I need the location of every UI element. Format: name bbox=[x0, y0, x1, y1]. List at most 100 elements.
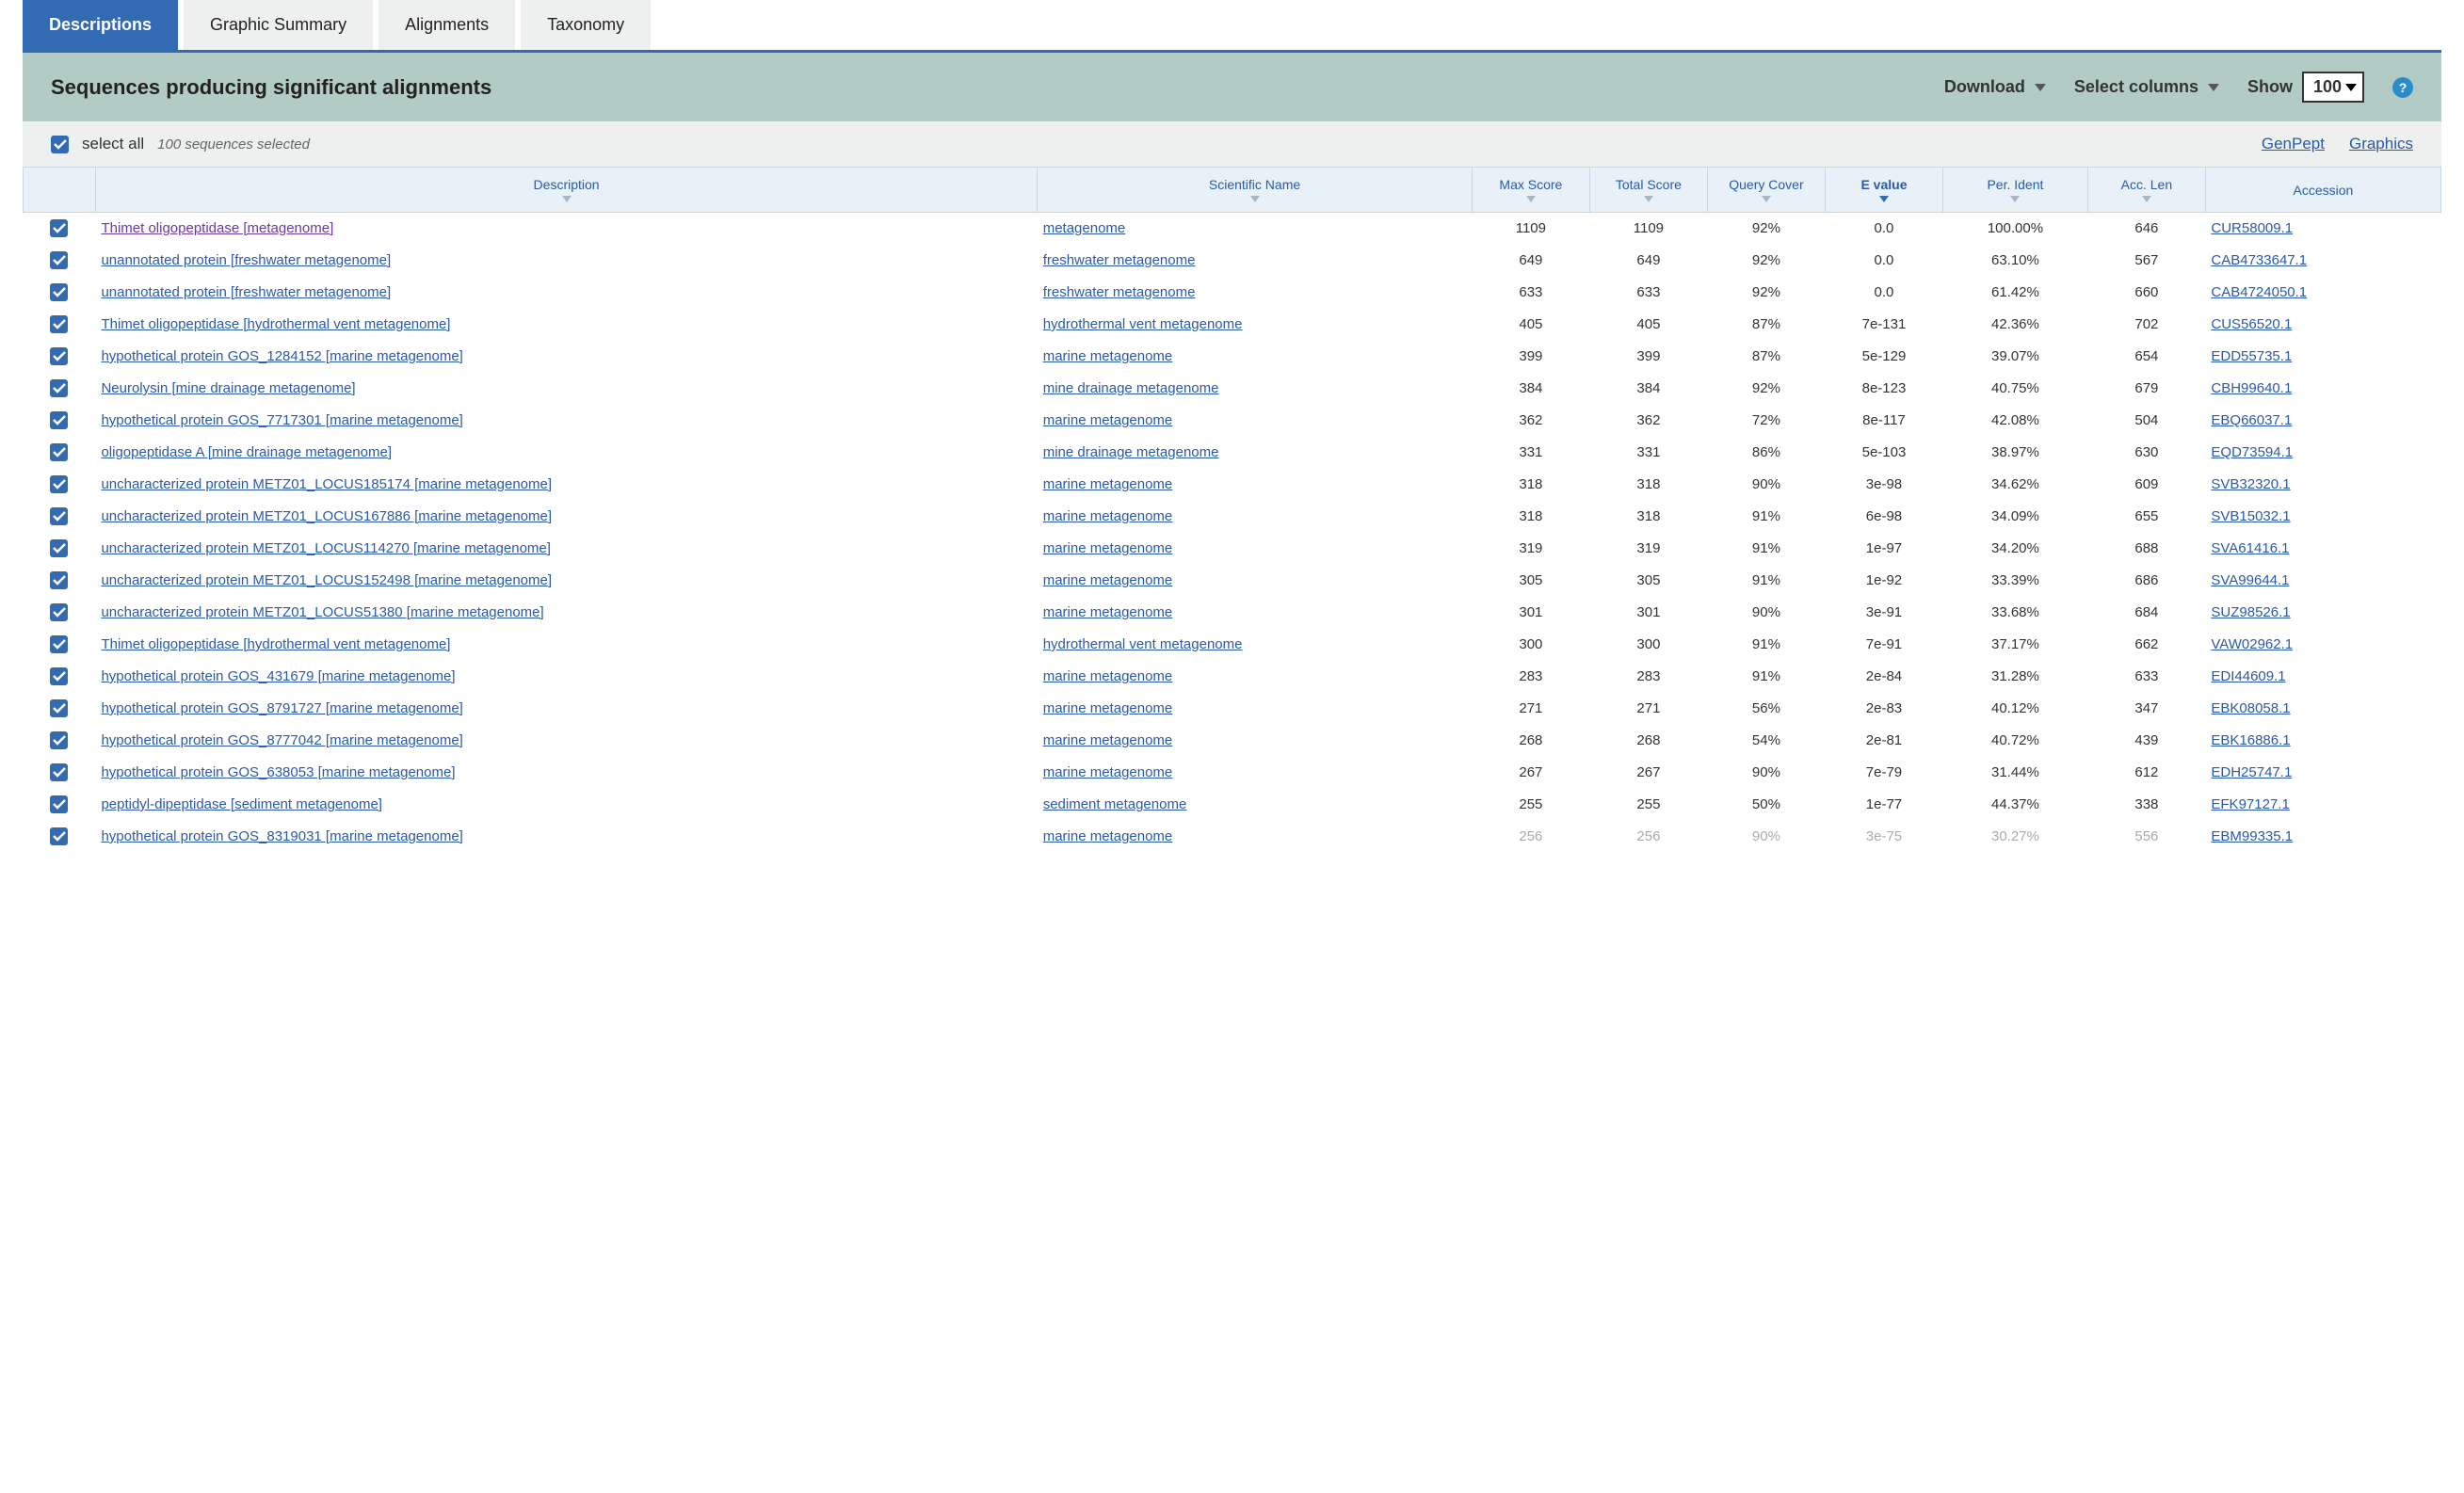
accession-link[interactable]: CAB4724050.1 bbox=[2211, 284, 2307, 300]
accession-link[interactable]: SVB32320.1 bbox=[2211, 476, 2290, 492]
row-checkbox[interactable] bbox=[50, 347, 68, 365]
accession-link[interactable]: CBH99640.1 bbox=[2211, 380, 2292, 396]
row-checkbox[interactable] bbox=[50, 539, 68, 557]
description-link[interactable]: hypothetical protein GOS_7717301 [marine… bbox=[101, 412, 462, 428]
accession-link[interactable]: EFK97127.1 bbox=[2211, 796, 2289, 812]
col-description[interactable]: Description bbox=[95, 168, 1037, 213]
description-link[interactable]: hypothetical protein GOS_8777042 [marine… bbox=[101, 732, 462, 748]
scientific-name-link[interactable]: marine metagenome bbox=[1043, 700, 1173, 716]
accession-link[interactable]: VAW02962.1 bbox=[2211, 636, 2293, 652]
row-checkbox[interactable] bbox=[50, 763, 68, 781]
accession-link[interactable]: SUZ98526.1 bbox=[2211, 604, 2290, 620]
help-icon[interactable]: ? bbox=[2392, 77, 2413, 98]
scientific-name-link[interactable]: freshwater metagenome bbox=[1043, 252, 1196, 268]
description-link[interactable]: hypothetical protein GOS_8319031 [marine… bbox=[101, 828, 462, 844]
scientific-name-link[interactable]: mine drainage metagenome bbox=[1043, 444, 1219, 460]
row-checkbox[interactable] bbox=[50, 731, 68, 749]
col-total-score[interactable]: Total Score bbox=[1589, 168, 1707, 213]
col-query-cover[interactable]: Query Cover bbox=[1707, 168, 1825, 213]
accession-link[interactable]: SVB15032.1 bbox=[2211, 508, 2290, 524]
scientific-name-link[interactable]: marine metagenome bbox=[1043, 348, 1173, 364]
description-link[interactable]: Neurolysin [mine drainage metagenome] bbox=[101, 380, 355, 396]
accession-link[interactable]: EDD55735.1 bbox=[2211, 348, 2292, 364]
accession-link[interactable]: SVA99644.1 bbox=[2211, 572, 2289, 588]
description-link[interactable]: uncharacterized protein METZ01_LOCUS1851… bbox=[101, 476, 552, 492]
scientific-name-link[interactable]: hydrothermal vent metagenome bbox=[1043, 636, 1243, 652]
select-columns-dropdown[interactable]: Select columns bbox=[2074, 77, 2219, 97]
accession-link[interactable]: EBQ66037.1 bbox=[2211, 412, 2292, 428]
tab-taxonomy[interactable]: Taxonomy bbox=[521, 0, 651, 50]
row-checkbox[interactable] bbox=[50, 571, 68, 589]
scientific-name-link[interactable]: marine metagenome bbox=[1043, 604, 1173, 620]
col-per-ident[interactable]: Per. Ident bbox=[1942, 168, 2087, 213]
description-link[interactable]: hypothetical protein GOS_1284152 [marine… bbox=[101, 348, 462, 364]
row-checkbox[interactable] bbox=[50, 667, 68, 685]
accession-link[interactable]: CUR58009.1 bbox=[2211, 220, 2293, 236]
row-checkbox[interactable] bbox=[50, 283, 68, 301]
description-link[interactable]: oligopeptidase A [mine drainage metageno… bbox=[101, 444, 392, 460]
row-checkbox[interactable] bbox=[50, 795, 68, 813]
scientific-name-link[interactable]: marine metagenome bbox=[1043, 668, 1173, 684]
accession-link[interactable]: EBK08058.1 bbox=[2211, 700, 2290, 716]
scientific-name-link[interactable]: marine metagenome bbox=[1043, 540, 1173, 556]
scientific-name-link[interactable]: hydrothermal vent metagenome bbox=[1043, 316, 1243, 332]
scientific-name-link[interactable]: marine metagenome bbox=[1043, 572, 1173, 588]
accession-link[interactable]: CAB4733647.1 bbox=[2211, 252, 2307, 268]
description-link[interactable]: hypothetical protein GOS_431679 [marine … bbox=[101, 668, 455, 684]
description-link[interactable]: uncharacterized protein METZ01_LOCUS1524… bbox=[101, 572, 552, 588]
select-all-checkbox[interactable] bbox=[51, 136, 69, 153]
description-link[interactable]: hypothetical protein GOS_638053 [marine … bbox=[101, 764, 455, 780]
col-scientific-name[interactable]: Scientific Name bbox=[1038, 168, 1473, 213]
accession-link[interactable]: EBM99335.1 bbox=[2211, 828, 2293, 844]
scientific-name-link[interactable]: marine metagenome bbox=[1043, 764, 1173, 780]
accession-link[interactable]: CUS56520.1 bbox=[2211, 316, 2292, 332]
description-link[interactable]: uncharacterized protein METZ01_LOCUS5138… bbox=[101, 604, 543, 620]
row-checkbox[interactable] bbox=[50, 219, 68, 237]
scientific-name-link[interactable]: freshwater metagenome bbox=[1043, 284, 1196, 300]
row-checkbox[interactable] bbox=[50, 379, 68, 397]
tab-graphic-summary[interactable]: Graphic Summary bbox=[184, 0, 373, 50]
accession-link[interactable]: EQD73594.1 bbox=[2211, 444, 2293, 460]
scientific-name-link[interactable]: marine metagenome bbox=[1043, 508, 1173, 524]
description-link[interactable]: Thimet oligopeptidase [hydrothermal vent… bbox=[101, 316, 450, 332]
show-count-select[interactable]: 100 bbox=[2302, 72, 2364, 103]
row-checkbox[interactable] bbox=[50, 827, 68, 845]
row-checkbox[interactable] bbox=[50, 635, 68, 653]
scientific-name-link[interactable]: marine metagenome bbox=[1043, 412, 1173, 428]
accession-link[interactable]: EBK16886.1 bbox=[2211, 732, 2290, 748]
genpept-link[interactable]: GenPept bbox=[2262, 135, 2325, 153]
col-max-score[interactable]: Max Score bbox=[1472, 168, 1589, 213]
row-checkbox[interactable] bbox=[50, 699, 68, 717]
scientific-name-link[interactable]: mine drainage metagenome bbox=[1043, 380, 1219, 396]
scientific-name-link[interactable]: marine metagenome bbox=[1043, 828, 1173, 844]
description-link[interactable]: unannotated protein [freshwater metageno… bbox=[101, 284, 391, 300]
accession-link[interactable]: EDI44609.1 bbox=[2211, 668, 2285, 684]
row-checkbox[interactable] bbox=[50, 507, 68, 525]
download-dropdown[interactable]: Download bbox=[1944, 77, 2046, 97]
scientific-name-link[interactable]: marine metagenome bbox=[1043, 732, 1173, 748]
row-checkbox[interactable] bbox=[50, 603, 68, 621]
graphics-link[interactable]: Graphics bbox=[2349, 135, 2413, 153]
description-link[interactable]: uncharacterized protein METZ01_LOCUS1678… bbox=[101, 508, 552, 524]
description-link[interactable]: hypothetical protein GOS_8791727 [marine… bbox=[101, 700, 462, 716]
row-checkbox[interactable] bbox=[50, 475, 68, 493]
col-accession[interactable]: Accession bbox=[2205, 168, 2440, 213]
tab-alignments[interactable]: Alignments bbox=[378, 0, 515, 50]
accession-link[interactable]: SVA61416.1 bbox=[2211, 540, 2289, 556]
scientific-name-link[interactable]: sediment metagenome bbox=[1043, 796, 1187, 812]
row-checkbox[interactable] bbox=[50, 315, 68, 333]
scientific-name-link[interactable]: marine metagenome bbox=[1043, 476, 1173, 492]
description-link[interactable]: peptidyl-dipeptidase [sediment metagenom… bbox=[101, 796, 382, 812]
row-checkbox[interactable] bbox=[50, 411, 68, 429]
row-checkbox[interactable] bbox=[50, 443, 68, 461]
accession-link[interactable]: EDH25747.1 bbox=[2211, 764, 2292, 780]
col-e-value[interactable]: E value bbox=[1825, 168, 1942, 213]
description-link[interactable]: uncharacterized protein METZ01_LOCUS1142… bbox=[101, 540, 550, 556]
description-link[interactable]: unannotated protein [freshwater metageno… bbox=[101, 252, 391, 268]
row-checkbox[interactable] bbox=[50, 251, 68, 269]
scientific-name-link[interactable]: metagenome bbox=[1043, 220, 1126, 236]
description-link[interactable]: Thimet oligopeptidase [metagenome] bbox=[101, 220, 333, 236]
tab-descriptions[interactable]: Descriptions bbox=[23, 0, 178, 50]
description-link[interactable]: Thimet oligopeptidase [hydrothermal vent… bbox=[101, 636, 450, 652]
col-acc-len[interactable]: Acc. Len bbox=[2087, 168, 2205, 213]
